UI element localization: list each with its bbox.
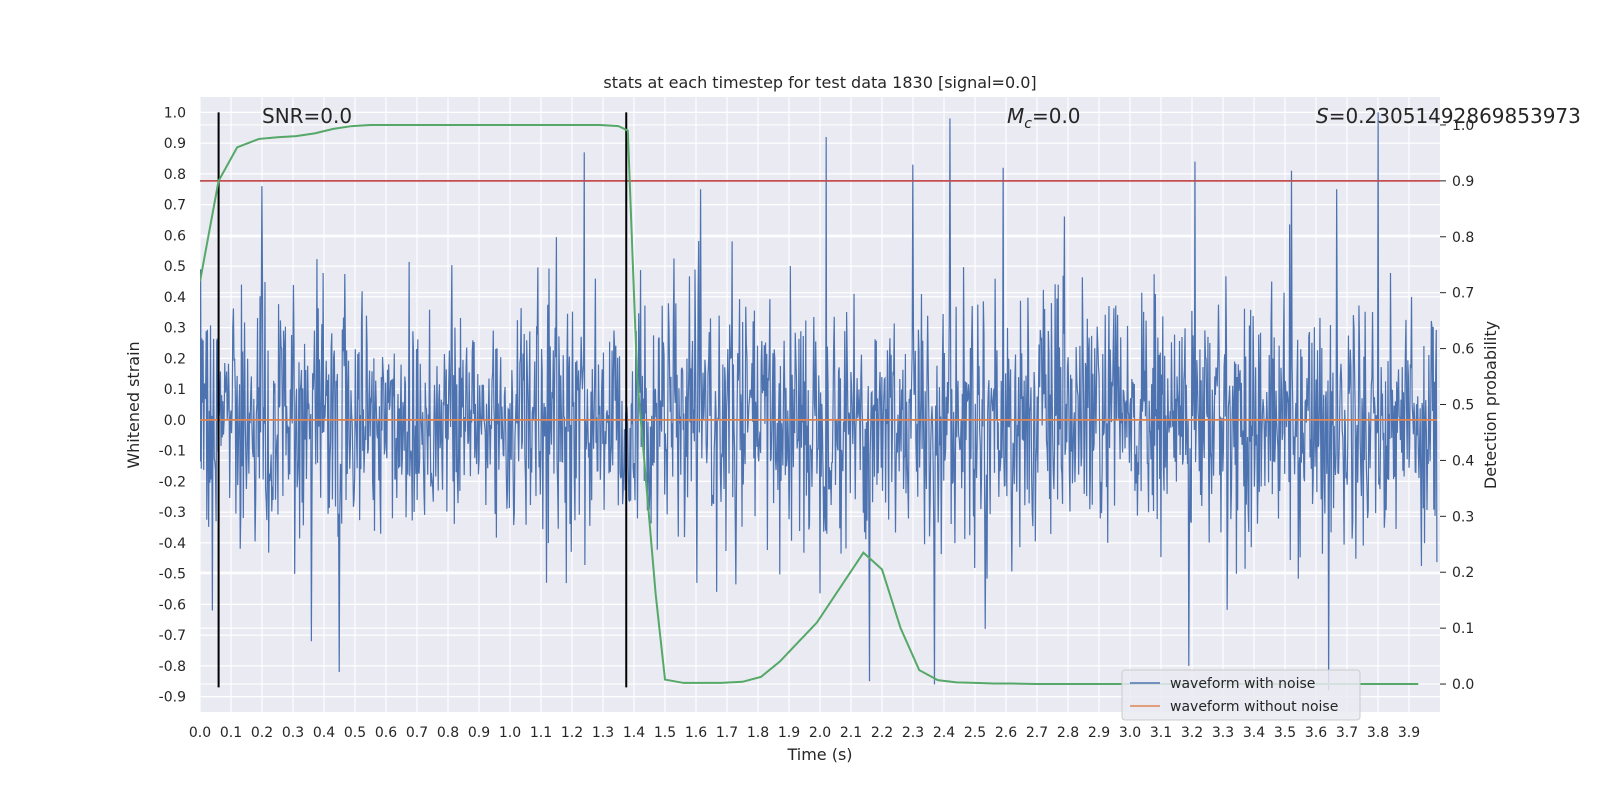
- x-tick-label: 2.7: [1026, 725, 1048, 741]
- y-right-tick-label: 0.3: [1452, 509, 1474, 525]
- y-left-tick-label: -0.6: [159, 597, 186, 613]
- detection-probability-line: [200, 123, 1419, 686]
- x-axis: 0.0 0.1 0.2 0.3 0.4 0.5 0.6 0.7 0.8 0.9 1.0 1.1 1.2 1…: [189, 725, 1420, 741]
- series-layer: [200, 112, 1440, 691]
- legend-label-noise: waveform with noise: [1170, 676, 1315, 692]
- y-left-tick-label: -0.2: [159, 474, 186, 490]
- y-axis-right-label: Detection probability: [1481, 321, 1500, 489]
- snr-annotation: SNR=0.0: [262, 104, 352, 128]
- y-left-tick-label: 0.9: [164, 136, 186, 152]
- x-tick-label: 0.7: [406, 725, 428, 741]
- x-tick-label: 3.5: [1274, 725, 1296, 741]
- s-value: =0.23051492869853973: [1329, 104, 1581, 128]
- x-tick-label: 2.4: [933, 725, 955, 741]
- x-tick-label: 2.9: [1088, 725, 1110, 741]
- x-tick-label: 3.1: [1150, 725, 1172, 741]
- x-tick-label: 1.8: [747, 725, 769, 741]
- x-tick-label: 0.4: [313, 725, 335, 741]
- x-tick-label: 2.8: [1057, 725, 1079, 741]
- y-left-tick-label: 0.6: [164, 228, 186, 244]
- x-tick-label: 1.4: [623, 725, 645, 741]
- x-tick-label: 2.1: [840, 725, 862, 741]
- x-tick-label: 3.7: [1336, 725, 1358, 741]
- y-left-tick-label: -0.9: [159, 690, 186, 706]
- y-right-tick-label: 0.0: [1452, 677, 1474, 693]
- mc-value: =0.0: [1032, 104, 1081, 128]
- y-right-tick-label: 0.2: [1452, 565, 1474, 581]
- legend-label-clean: waveform without noise: [1170, 699, 1338, 715]
- noise-waveform-line: [200, 112, 1438, 691]
- x-tick-label: 3.8: [1367, 725, 1389, 741]
- x-tick-label: 0.6: [375, 725, 397, 741]
- x-tick-label: 2.3: [902, 725, 924, 741]
- x-tick-label: 1.1: [530, 725, 552, 741]
- x-tick-label: 3.4: [1243, 725, 1265, 741]
- chart-title: stats at each timestep for test data 183…: [603, 73, 1036, 92]
- y-left-tick-label: -0.3: [159, 505, 186, 521]
- y-left-tick-label: 0.8: [164, 167, 186, 183]
- y-right-tick-label: 1.0: [1452, 118, 1474, 134]
- y-left-tick-label: 0.0: [164, 413, 186, 429]
- legend: waveform with noise waveform without noi…: [1121, 669, 1361, 721]
- x-tick-label: 0.2: [251, 725, 273, 741]
- y-left-tick-label: 0.1: [164, 382, 186, 398]
- y-left-tick-label: -0.4: [159, 536, 186, 552]
- mc-subscript: c: [1024, 116, 1032, 132]
- y-left-tick-label: 0.3: [164, 321, 186, 337]
- x-tick-label: 0.1: [220, 725, 242, 741]
- x-tick-label: 0.8: [437, 725, 459, 741]
- x-tick-label: 2.5: [964, 725, 986, 741]
- y-right-tick-label: 0.7: [1452, 286, 1474, 302]
- y-left-tick-label: 0.5: [164, 259, 186, 275]
- y-right-tick-label: 0.5: [1452, 398, 1474, 414]
- x-tick-label: 0.3: [282, 725, 304, 741]
- y-right-tick-label: 0.4: [1452, 453, 1474, 469]
- x-axis-label: Time (s): [786, 745, 852, 764]
- s-annotation: S=0.23051492869853973: [1316, 104, 1581, 128]
- y-right-tick-label: 0.1: [1452, 621, 1474, 637]
- x-tick-label: 3.9: [1398, 725, 1420, 741]
- s-symbol: S: [1316, 104, 1329, 128]
- x-tick-label: 3.2: [1181, 725, 1203, 741]
- y-left-tick-label: -0.8: [159, 659, 186, 675]
- y-right-tick-label: 0.6: [1452, 342, 1474, 358]
- mc-annotation: Mc=0.0: [1007, 104, 1081, 132]
- x-tick-label: 0.5: [344, 725, 366, 741]
- x-tick-label: 1.9: [778, 725, 800, 741]
- x-tick-label: 1.2: [561, 725, 583, 741]
- x-tick-label: 0.0: [189, 725, 211, 741]
- y-left-tick-label: 1.0: [164, 105, 186, 121]
- legend-box: [1121, 669, 1361, 721]
- y-axis-left-label: Whitened strain: [124, 341, 143, 468]
- y-right-tick-label: 0.9: [1452, 174, 1474, 190]
- y-left-tick-label: -0.7: [159, 628, 186, 644]
- x-tick-label: 1.6: [685, 725, 707, 741]
- x-tick-label: 1.5: [654, 725, 676, 741]
- y-axis-right: 1.0 0.9 0.8 0.7 0.6 0.5 0.4 0.3 0.2 0.1 0.0: [1440, 118, 1474, 693]
- x-tick-label: 2.6: [995, 725, 1017, 741]
- x-tick-label: 2.2: [871, 725, 893, 741]
- x-tick-label: 1.3: [592, 725, 614, 741]
- x-tick-label: 1.7: [716, 725, 738, 741]
- x-tick-label: 3.0: [1119, 725, 1141, 741]
- y-axis-left: 1.0 0.9 0.8 0.7 0.6 0.5 0.4 0.3 0.2 0.1 0.0 -0.1 -0.…: [159, 105, 186, 705]
- x-tick-label: 3.3: [1212, 725, 1234, 741]
- y-left-tick-label: 0.2: [164, 351, 186, 367]
- x-tick-label: 1.0: [499, 725, 521, 741]
- x-tick-label: 2.0: [809, 725, 831, 741]
- mc-symbol: M: [1007, 104, 1024, 128]
- y-left-tick-label: 0.4: [164, 290, 186, 306]
- y-left-tick-label: -0.1: [159, 444, 186, 460]
- x-tick-label: 0.9: [468, 725, 490, 741]
- y-left-tick-label: 0.7: [164, 198, 186, 214]
- y-left-tick-label: -0.5: [159, 567, 186, 583]
- y-right-tick-label: 0.8: [1452, 230, 1474, 246]
- x-tick-label: 3.6: [1305, 725, 1327, 741]
